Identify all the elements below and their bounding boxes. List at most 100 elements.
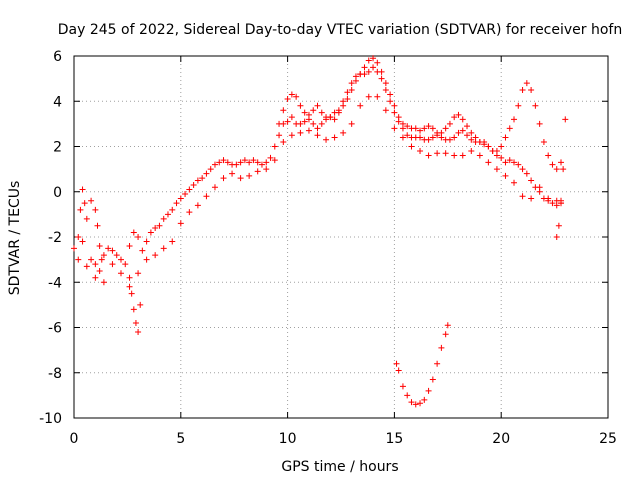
- data-point: [122, 261, 129, 268]
- data-point: [220, 157, 227, 164]
- data-point: [519, 166, 526, 173]
- data-point: [446, 120, 453, 127]
- data-point: [425, 123, 432, 130]
- data-point: [408, 399, 415, 406]
- data-point: [280, 107, 287, 114]
- x-tick-label: 20: [492, 431, 510, 447]
- data-point: [553, 234, 560, 240]
- data-point: [391, 102, 398, 109]
- data-point: [211, 161, 218, 168]
- data-point: [442, 331, 449, 338]
- data-point: [305, 127, 312, 134]
- data-point: [562, 116, 569, 123]
- data-point: [203, 170, 210, 177]
- data-point: [365, 68, 372, 75]
- data-point: [357, 71, 364, 78]
- data-point: [485, 159, 492, 166]
- data-point: [378, 75, 385, 82]
- data-point: [536, 184, 543, 191]
- data-point: [173, 200, 180, 207]
- data-point: [327, 114, 334, 121]
- data-point: [425, 136, 432, 143]
- data-point: [301, 109, 308, 116]
- data-point: [331, 109, 338, 116]
- data-point: [549, 200, 556, 207]
- data-point: [297, 102, 304, 109]
- chart-title: Day 245 of 2022, Sidereal Day-to-day VTE…: [58, 22, 622, 38]
- series-lower-segment: [393, 322, 451, 408]
- data-point: [374, 59, 381, 66]
- x-tick-label: 25: [599, 431, 617, 447]
- data-point: [493, 166, 500, 173]
- data-point: [147, 229, 154, 236]
- data-point: [267, 154, 274, 161]
- data-point: [293, 93, 300, 100]
- data-point: [132, 319, 139, 326]
- data-point: [553, 202, 560, 209]
- data-point: [515, 161, 522, 168]
- data-point: [370, 64, 377, 71]
- data-point: [425, 387, 432, 394]
- data-point: [493, 148, 500, 155]
- data-point: [391, 125, 398, 132]
- data-point: [417, 148, 424, 155]
- data-point: [399, 383, 406, 390]
- data-point: [128, 290, 135, 297]
- data-point: [126, 274, 133, 281]
- data-point: [446, 136, 453, 143]
- data-point: [451, 152, 458, 159]
- data-point: [434, 360, 441, 367]
- data-point: [88, 256, 95, 263]
- data-point: [301, 118, 308, 125]
- data-point: [476, 138, 483, 145]
- data-point: [117, 256, 124, 263]
- data-point: [348, 80, 355, 87]
- data-point: [169, 206, 176, 213]
- data-point: [511, 179, 518, 186]
- data-point: [194, 177, 201, 184]
- data-point: [464, 123, 471, 130]
- data-point: [412, 125, 419, 132]
- data-point: [177, 220, 184, 227]
- data-point: [412, 401, 419, 408]
- data-point: [404, 123, 411, 130]
- data-point: [365, 93, 372, 100]
- data-point: [160, 245, 167, 252]
- data-point: [515, 102, 522, 109]
- data-point: [382, 80, 389, 87]
- data-point: [485, 143, 492, 150]
- data-point: [519, 193, 526, 200]
- tick-marks: [73, 55, 609, 419]
- data-point: [451, 114, 458, 121]
- data-point: [130, 306, 137, 313]
- data-point: [96, 267, 103, 274]
- series-early-spike: [75, 186, 105, 263]
- data-points: [71, 55, 569, 408]
- data-point: [75, 256, 82, 263]
- x-tick-label: 10: [279, 431, 297, 447]
- data-point: [519, 86, 526, 93]
- data-point: [79, 238, 86, 245]
- data-point: [276, 132, 283, 139]
- data-point: [498, 154, 505, 161]
- data-point: [387, 91, 394, 98]
- series-late-tail: [553, 116, 569, 240]
- y-axis-label: SDTVAR / TECUs: [7, 181, 23, 296]
- data-point: [98, 256, 105, 263]
- data-point: [314, 125, 321, 132]
- data-point: [352, 77, 359, 84]
- data-point: [476, 152, 483, 159]
- x-tick-label: 0: [70, 431, 79, 447]
- series-lower-arc: [92, 93, 565, 290]
- data-point: [258, 161, 265, 168]
- data-point: [382, 107, 389, 114]
- data-point: [220, 175, 227, 182]
- data-point: [81, 200, 88, 207]
- data-point: [83, 215, 90, 222]
- data-point: [135, 329, 142, 336]
- data-point: [310, 120, 317, 127]
- data-point: [528, 86, 535, 93]
- data-point: [100, 252, 107, 259]
- data-point: [549, 161, 556, 168]
